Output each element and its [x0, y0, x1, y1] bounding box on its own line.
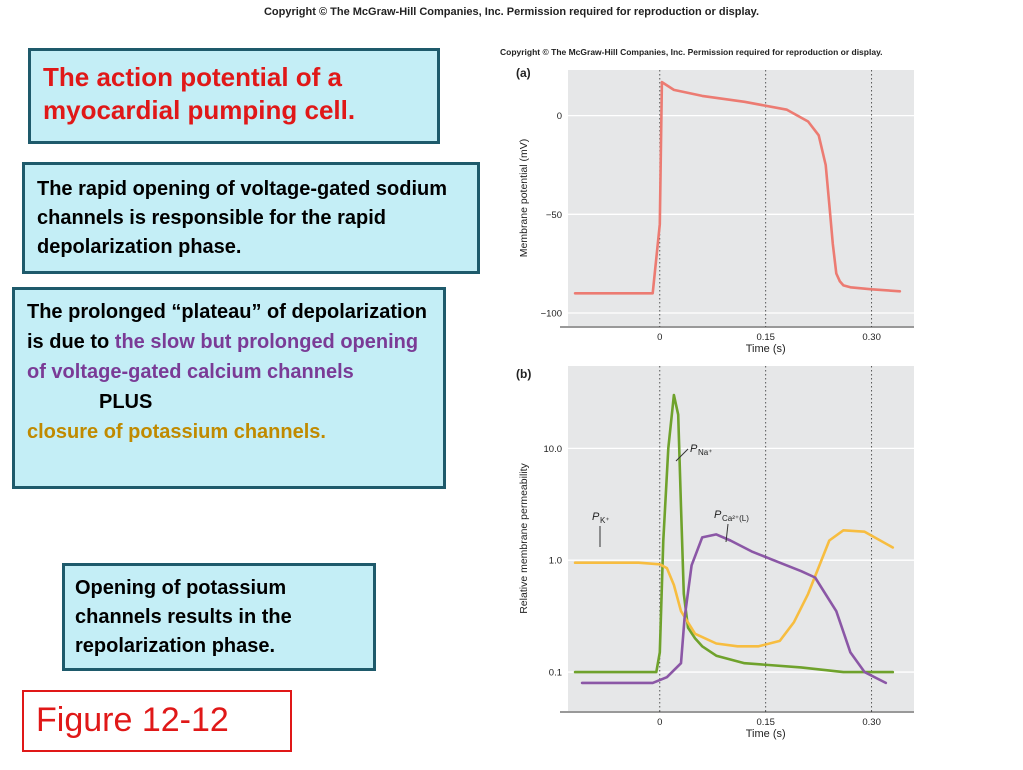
- y-tick-label: −100: [541, 309, 562, 320]
- pk-series-line: [573, 529, 895, 648]
- pna-label-letter: P: [690, 443, 698, 455]
- title-box: The action potential of a myocardial pum…: [28, 48, 440, 144]
- y-tick-label: 0.1: [549, 668, 562, 679]
- calcium-channels-text: the slow but prolonged opening of voltag…: [27, 331, 419, 383]
- membrane-potential-series-line: [573, 80, 902, 295]
- chart-panel-a: 0 −50 −100 0 0.15 0.30 Time (s) Membrane potent…: [518, 70, 914, 355]
- plateau-intro-text: The prolonged “plateau” of depolarizatio…: [27, 301, 428, 353]
- repolarization-text: Opening of potassium channels results in…: [75, 577, 292, 657]
- figure-copyright: Copyright © The McGraw-Hill Companies, I…: [500, 47, 883, 57]
- page-title: The action potential of a myocardial pum…: [43, 62, 356, 125]
- x-tick-label: 0.30: [862, 717, 881, 728]
- x-axis-label: Time (s): [746, 728, 786, 740]
- x-axis-label: Time (s): [746, 343, 786, 355]
- sodium-channels-box: The rapid opening of voltage-gated sodiu…: [22, 162, 480, 274]
- pna-label-sub: Na⁺: [698, 448, 712, 457]
- plateau-box: The prolonged “plateau” of depolarizatio…: [12, 287, 446, 489]
- x-tick-label: 0.30: [862, 332, 881, 343]
- figure-label: Figure 12-12: [22, 690, 292, 752]
- action-potential-figure: Copyright © The McGraw-Hill Companies, I…: [500, 47, 914, 740]
- pna-label: P Na⁺: [675, 443, 712, 462]
- pca-label-letter: P: [714, 509, 722, 521]
- panel-a-letter: (a): [516, 66, 531, 80]
- pca-label-sub: Ca²⁺(L): [722, 514, 749, 523]
- repolarization-box: Opening of potassium channels results in…: [62, 563, 376, 671]
- x-tick-label: 0: [657, 332, 662, 343]
- y-tick-label: 1.0: [549, 556, 562, 567]
- potassium-closure-text: closure of potassium channels.: [27, 421, 326, 443]
- pca-label: P Ca²⁺(L): [714, 509, 749, 543]
- plot-background: [568, 366, 914, 711]
- header-copyright: Copyright © The McGraw-Hill Companies, I…: [263, 6, 760, 18]
- y-axis-label: Relative membrane permeability: [518, 462, 530, 613]
- x-tick-label: 0.15: [756, 332, 775, 343]
- x-tick-label: 0.15: [756, 717, 775, 728]
- plot-background: [568, 70, 914, 326]
- y-tick-label: 0: [557, 111, 562, 122]
- y-axis-label: Membrane potential (mV): [518, 139, 530, 257]
- y-tick-label: 10.0: [544, 444, 563, 455]
- pna-series-line: [573, 393, 895, 674]
- pk-label-sub: K⁺: [600, 516, 610, 525]
- pk-label: P K⁺: [592, 511, 610, 547]
- pk-label-letter: P: [592, 511, 600, 523]
- chart-panel-b: 10.0 1.0 0.1 0 0.15 0.30 Time (s) Relative memb…: [518, 366, 914, 740]
- panel-b-letter: (b): [516, 367, 531, 381]
- y-tick-label: −50: [546, 210, 562, 221]
- plus-text: PLUS: [99, 391, 153, 413]
- sodium-channels-text: The rapid opening of voltage-gated sodiu…: [37, 178, 448, 258]
- x-tick-label: 0: [657, 717, 662, 728]
- pca-series-line: [580, 533, 888, 685]
